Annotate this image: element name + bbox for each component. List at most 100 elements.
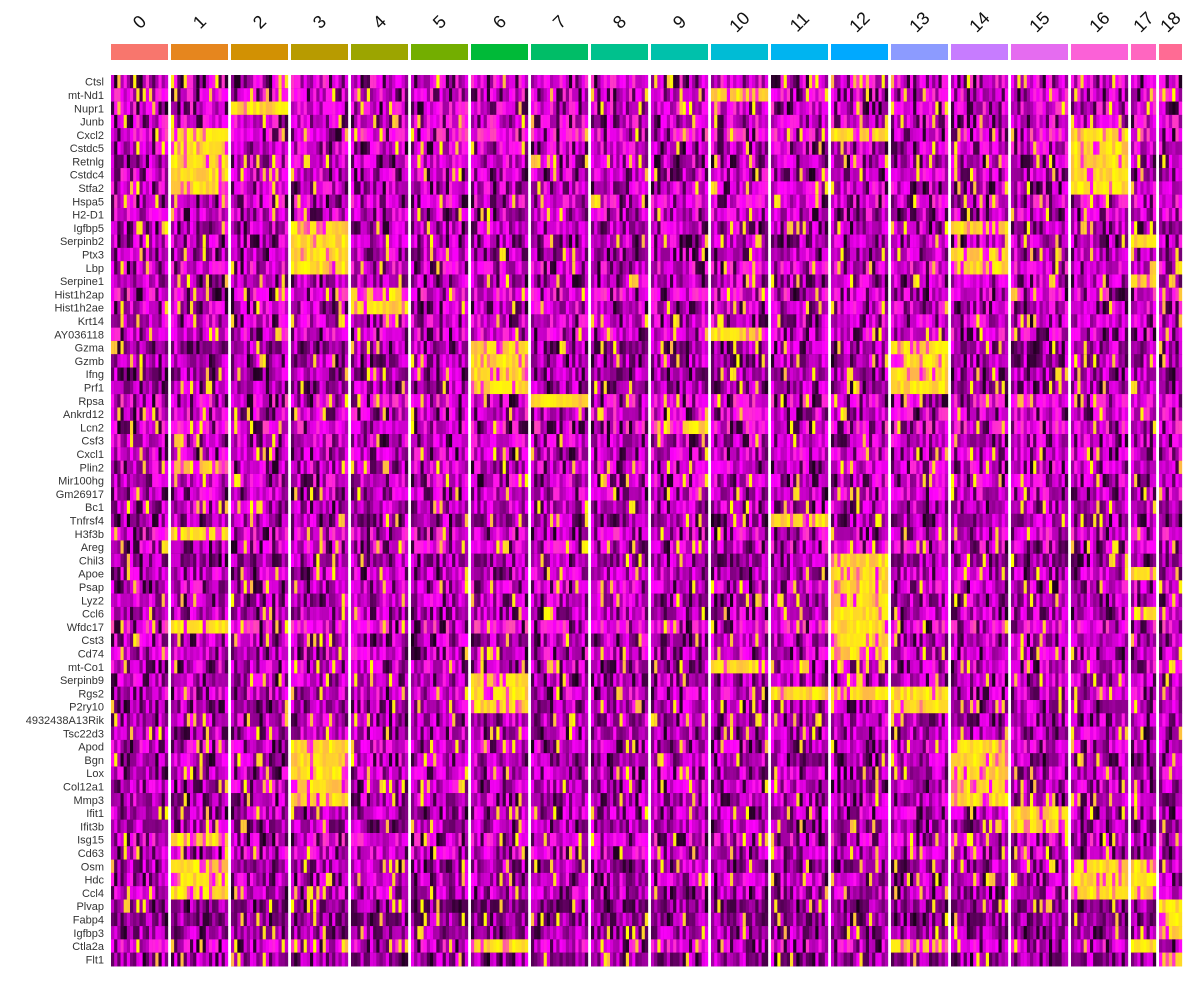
- heatmap-cell: [203, 181, 206, 195]
- heatmap-cell: [184, 128, 187, 142]
- heatmap-cell: [657, 181, 660, 195]
- heatmap-row: [111, 75, 1182, 89]
- heatmap-cell: [995, 168, 998, 182]
- heatmap-cell: [632, 115, 635, 129]
- heatmap-cell: [165, 128, 168, 142]
- heatmap-cell: [563, 88, 566, 102]
- heatmap-cell: [964, 155, 967, 169]
- heatmap-cell: [446, 181, 449, 195]
- heatmap-cell: [111, 128, 114, 142]
- heatmap-cell: [825, 102, 828, 116]
- heatmap-cell: [373, 141, 376, 155]
- heatmap-cell: [534, 195, 537, 209]
- heatmap-cell: [405, 168, 408, 182]
- heatmap-cell: [399, 155, 402, 169]
- heatmap-cell: [837, 128, 840, 142]
- heatmap-cell: [620, 168, 623, 182]
- heatmap-cell: [1077, 102, 1080, 116]
- heatmap-cell: [686, 128, 689, 142]
- heatmap-cell: [203, 141, 206, 155]
- heatmap-cell: [784, 75, 787, 89]
- heatmap-cell: [316, 88, 319, 102]
- heatmap-cell: [784, 181, 787, 195]
- heatmap-cell: [1153, 168, 1156, 182]
- heatmap-cell: [961, 168, 964, 182]
- heatmap-cell: [383, 155, 386, 169]
- heatmap-cell: [1087, 75, 1090, 89]
- heatmap-cell: [812, 155, 815, 169]
- heatmap-cell: [856, 155, 859, 169]
- heatmap-cell: [310, 181, 313, 195]
- heatmap-cell: [853, 168, 856, 182]
- heatmap-cell: [759, 75, 762, 89]
- heatmap-cell: [143, 181, 146, 195]
- heatmap-cell: [680, 102, 683, 116]
- heatmap-cell: [146, 75, 149, 89]
- heatmap-cell: [515, 75, 518, 89]
- heatmap-cell: [1179, 181, 1182, 195]
- heatmap-cell: [244, 168, 247, 182]
- heatmap-cell: [774, 181, 777, 195]
- heatmap-cell: [629, 88, 632, 102]
- heatmap-cell: [547, 141, 550, 155]
- heatmap-cell: [800, 141, 803, 155]
- heatmap-cell: [1103, 181, 1106, 195]
- heatmap-cell: [1027, 141, 1030, 155]
- heatmap-cell: [446, 88, 449, 102]
- heatmap-cell: [882, 155, 885, 169]
- heatmap-cell: [661, 102, 664, 116]
- heatmap-cell: [455, 141, 458, 155]
- cluster-label-1: 1: [189, 11, 210, 32]
- heatmap-cell: [853, 88, 856, 102]
- heatmap-cell: [424, 168, 427, 182]
- heatmap-cell: [882, 88, 885, 102]
- heatmap-cell: [263, 181, 266, 195]
- heatmap-cell: [601, 168, 604, 182]
- heatmap-cell: [155, 128, 158, 142]
- heatmap-cell: [553, 195, 556, 209]
- heatmap-cell: [736, 115, 739, 129]
- heatmap-cell: [490, 195, 493, 209]
- heatmap-cell: [875, 141, 878, 155]
- heatmap-cell: [1077, 141, 1080, 155]
- heatmap-cell: [174, 128, 177, 142]
- heatmap-cell: [929, 155, 932, 169]
- heatmap-cell: [812, 102, 815, 116]
- heatmap-cell: [664, 181, 667, 195]
- heatmap-cell: [1017, 141, 1020, 155]
- heatmap-cell: [1049, 75, 1052, 89]
- heatmap-cell: [961, 181, 964, 195]
- heatmap-cell: [484, 168, 487, 182]
- heatmap-cell: [301, 195, 304, 209]
- heatmap-cell: [790, 181, 793, 195]
- heatmap-cell: [976, 141, 979, 155]
- heatmap-cell: [452, 75, 455, 89]
- heatmap-cell: [443, 195, 446, 209]
- heatmap-cell: [594, 115, 597, 129]
- heatmap-cell: [1150, 168, 1153, 182]
- heatmap-cell: [361, 155, 364, 169]
- heatmap-cell: [282, 88, 285, 102]
- heatmap-cell: [522, 155, 525, 169]
- heatmap-cell: [143, 155, 146, 169]
- heatmap-cell: [626, 128, 629, 142]
- heatmap-row: [111, 181, 1182, 195]
- heatmap-cell: [714, 115, 717, 129]
- heatmap-cell: [841, 115, 844, 129]
- heatmap-cell: [146, 88, 149, 102]
- heatmap-cell: [209, 181, 212, 195]
- heatmap-cell: [383, 102, 386, 116]
- heatmap-cell: [680, 181, 683, 195]
- heatmap-cell: [1046, 88, 1049, 102]
- heatmap-cell: [187, 168, 190, 182]
- heatmap-cell: [373, 168, 376, 182]
- heatmap-cell: [1106, 181, 1109, 195]
- heatmap-cell: [1005, 141, 1008, 155]
- heatmap-cell: [1169, 128, 1172, 142]
- heatmap-cell: [399, 195, 402, 209]
- heatmap-cell: [471, 115, 474, 129]
- heatmap-cell: [351, 181, 354, 195]
- heatmap-cell: [140, 128, 143, 142]
- heatmap-cell: [645, 195, 648, 209]
- heatmap-cell: [515, 88, 518, 102]
